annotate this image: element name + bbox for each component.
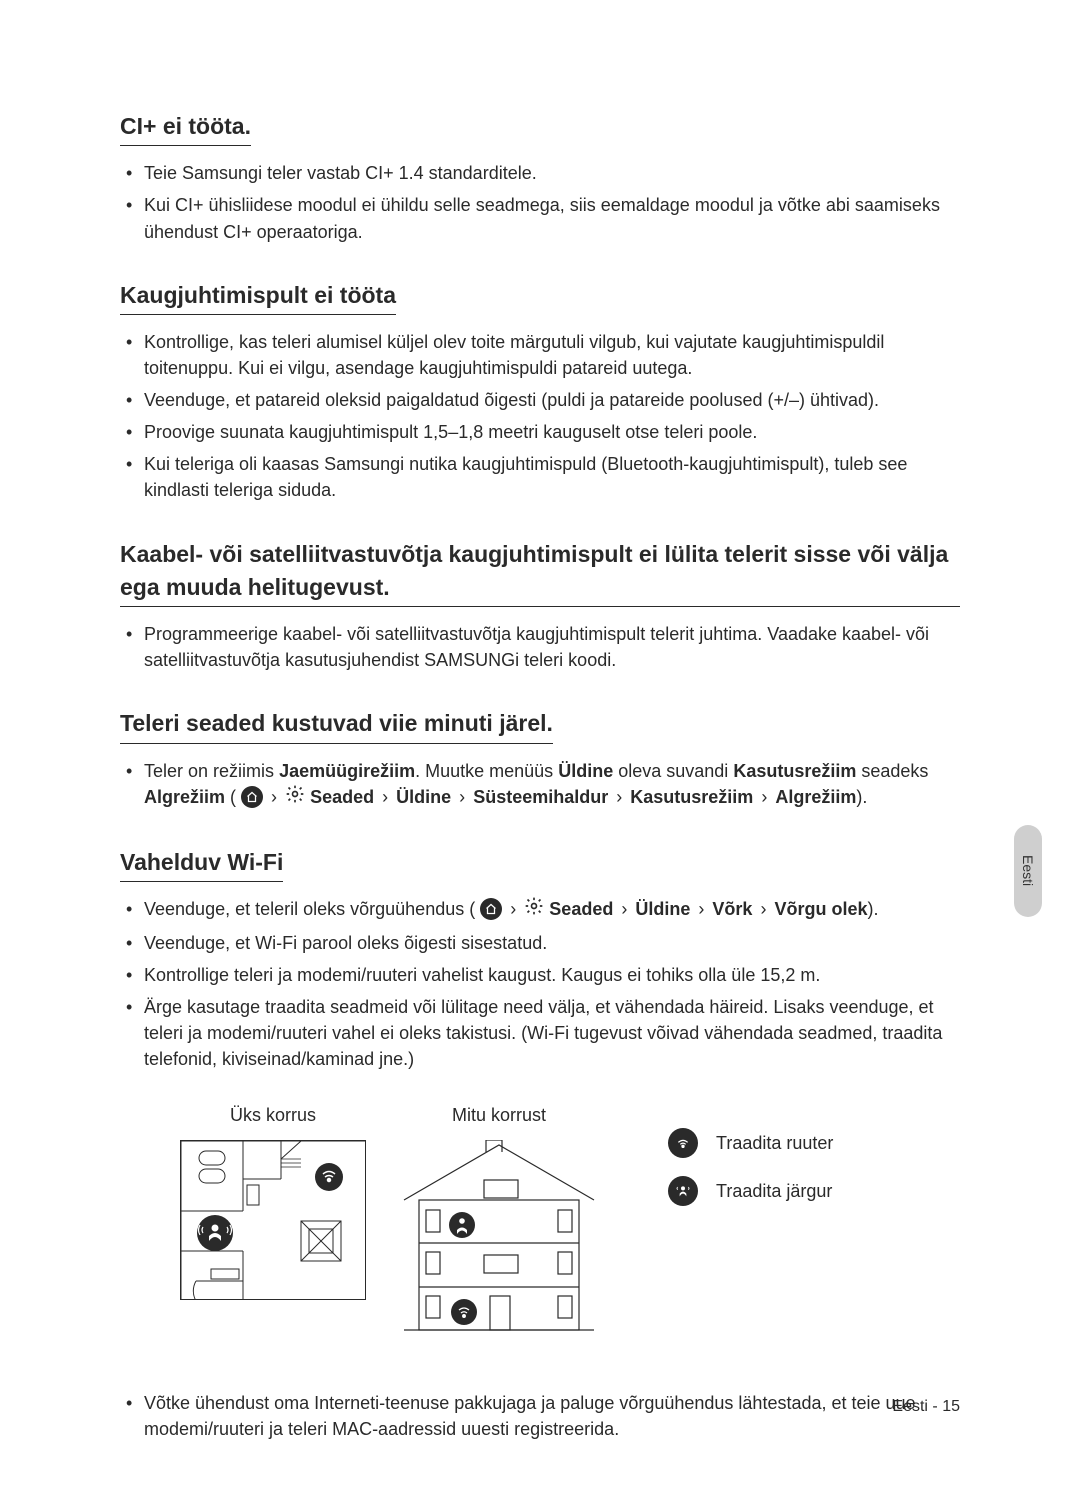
chevron-right-icon: › xyxy=(616,787,622,807)
chevron-right-icon: › xyxy=(382,787,388,807)
diagram-caption: Üks korrus xyxy=(230,1102,316,1128)
list-item: Proovige suunata kaugjuhtimispult 1,5–1,… xyxy=(120,419,960,445)
legend-item-extender: Traadita järgur xyxy=(668,1176,833,1206)
home-icon xyxy=(480,898,502,920)
path-segment: Seaded xyxy=(310,787,374,807)
chevron-right-icon: › xyxy=(271,787,277,807)
chevron-right-icon: › xyxy=(698,899,704,919)
chevron-right-icon: › xyxy=(760,899,766,919)
menu-name: Algrežiim xyxy=(144,787,225,807)
list-item: Kui teleriga oli kaasas Samsungi nutika … xyxy=(120,451,960,503)
floorplan-single xyxy=(180,1140,366,1300)
list-ci: Teie Samsungi teler vastab CI+ 1.4 stand… xyxy=(120,160,960,244)
section-heading-wifi: Vahelduv Wi-Fi xyxy=(120,846,283,882)
section-heading-cable: Kaabel- või satelliitvastuvõtja kaugjuht… xyxy=(120,538,960,608)
extender-icon xyxy=(668,1176,698,1206)
gear-icon xyxy=(524,896,544,923)
list-wifi: Veenduge, et teleril oleks võrguühendus … xyxy=(120,896,960,1072)
menu-name: Kasutusrežiim xyxy=(733,761,856,781)
section-heading-remote: Kaugjuhtimispult ei tööta xyxy=(120,279,396,315)
list-item: Teie Samsungi teler vastab CI+ 1.4 stand… xyxy=(120,160,960,186)
section-heading-settings-erase: Teleri seaded kustuvad viie minuti järel… xyxy=(120,707,553,743)
list-item: Veenduge, et teleril oleks võrguühendus … xyxy=(120,896,960,924)
chevron-right-icon: › xyxy=(761,787,767,807)
path-segment: Süsteemihaldur xyxy=(473,787,608,807)
list-remote: Kontrollige, kas teleri alumisel küljel … xyxy=(120,329,960,504)
legend-label: Traadita ruuter xyxy=(716,1130,833,1156)
list-wifi-continued: Võtke ühendust oma Interneti-teenuse pak… xyxy=(120,1390,960,1442)
chevron-right-icon: › xyxy=(459,787,465,807)
path-segment: Seaded xyxy=(549,899,613,919)
text: Veenduge, et teleril oleks võrguühendus … xyxy=(144,899,475,919)
floorplan-multi xyxy=(394,1140,604,1340)
path-segment: Võrk xyxy=(712,899,752,919)
page-footer: Eesti - 15 xyxy=(892,1395,960,1418)
text: seadeks xyxy=(861,761,928,781)
list-item: Teler on režiimis Jaemüügirežiim. Muutke… xyxy=(120,758,960,812)
diagram-single-floor: Üks korrus xyxy=(180,1102,366,1300)
path-segment: Kasutusrežiim xyxy=(630,787,753,807)
router-icon xyxy=(668,1128,698,1158)
menu-name: Üldine xyxy=(558,761,613,781)
diagram-multi-floor: Mitu korrust xyxy=(394,1102,604,1340)
side-tab-label: Eesti xyxy=(1018,855,1038,886)
mode-name: Jaemüügirežiim xyxy=(279,761,415,781)
home-icon xyxy=(241,786,263,808)
text: . Muutke menüüs xyxy=(415,761,553,781)
diagram-legend: Traadita ruuter Traadita järgur xyxy=(668,1128,833,1206)
list-item: Kui CI+ ühisliidese moodul ei ühildu sel… xyxy=(120,192,960,244)
legend-item-router: Traadita ruuter xyxy=(668,1128,833,1158)
list-item: Programmeerige kaabel- või satelliitvast… xyxy=(120,621,960,673)
list-item: Võtke ühendust oma Interneti-teenuse pak… xyxy=(120,1390,960,1442)
gear-icon xyxy=(285,784,305,811)
list-item: Kontrollige teleri ja modemi/ruuteri vah… xyxy=(120,962,960,988)
path-segment: Algrežiim xyxy=(775,787,856,807)
text: oleva suvandi xyxy=(618,761,728,781)
language-side-tab: Eesti xyxy=(1014,825,1042,917)
diagram-row: Üks korrus xyxy=(120,1102,960,1340)
list-settings-erase: Teler on režiimis Jaemüügirežiim. Muutke… xyxy=(120,758,960,812)
path-segment: Üldine xyxy=(396,787,451,807)
legend-label: Traadita järgur xyxy=(716,1178,832,1204)
path-segment: Üldine xyxy=(635,899,690,919)
list-cable: Programmeerige kaabel- või satelliitvast… xyxy=(120,621,960,673)
path-segment: Võrgu olek xyxy=(774,899,867,919)
list-item: Ärge kasutage traadita seadmeid või lüli… xyxy=(120,994,960,1072)
list-item: Veenduge, et Wi-Fi parool oleks õigesti … xyxy=(120,930,960,956)
text: Teler on režiimis xyxy=(144,761,274,781)
chevron-right-icon: › xyxy=(510,899,516,919)
diagram-caption: Mitu korrust xyxy=(452,1102,546,1128)
text: ). xyxy=(867,899,878,919)
chevron-right-icon: › xyxy=(621,899,627,919)
list-item: Veenduge, et patareid oleksid paigaldatu… xyxy=(120,387,960,413)
section-heading-ci: CI+ ei tööta. xyxy=(120,110,251,146)
list-item: Kontrollige, kas teleri alumisel küljel … xyxy=(120,329,960,381)
